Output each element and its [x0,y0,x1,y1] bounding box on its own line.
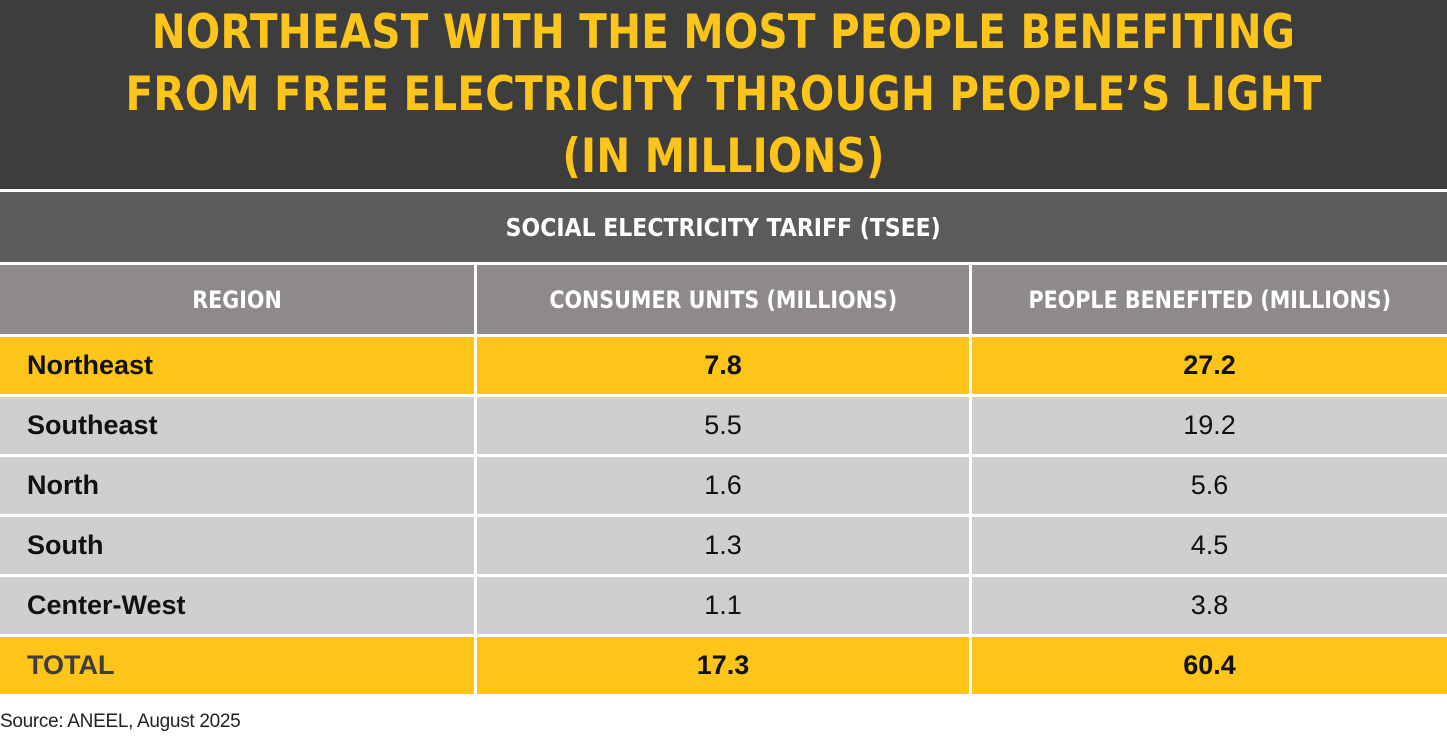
row-region: Southeast [0,397,474,454]
row-people-benefited: 5.6 [972,457,1447,514]
row-region: South [0,517,474,574]
column-header-people-benefited: PEOPLE BENEFITED (MILLIONS) [972,265,1447,334]
row-people-benefited: 4.5 [972,517,1447,574]
row-people-benefited: 27.2 [972,337,1447,394]
title-bar: NORTHEAST WITH THE MOST PEOPLE BENEFITIN… [0,0,1447,189]
row-consumer-units: 5.5 [477,397,969,454]
subtitle-bar: SOCIAL ELECTRICITY TARIFF (TSEE) [0,192,1447,262]
row-consumer-units: 1.1 [477,577,969,634]
total-people-benefited: 60.4 [972,637,1447,694]
row-consumer-units: 7.8 [477,337,969,394]
column-header-consumer-units: CONSUMER UNITS (MILLIONS) [477,265,969,334]
total-label: TOTAL [0,637,474,694]
row-people-benefited: 3.8 [972,577,1447,634]
row-region: Center-West [0,577,474,634]
source-note: Source: ANEEL, August 2025 [0,711,241,732]
table-subtitle: SOCIAL ELECTRICITY TARIFF (TSEE) [505,212,942,242]
chart-title: NORTHEAST WITH THE MOST PEOPLE BENEFITIN… [125,4,1322,184]
row-region: Northeast [0,337,474,394]
row-consumer-units: 1.6 [477,457,969,514]
row-consumer-units: 1.3 [477,517,969,574]
row-people-benefited: 19.2 [972,397,1447,454]
column-header-region: REGION [0,265,474,334]
row-region: North [0,457,474,514]
total-consumer-units: 17.3 [477,637,969,694]
